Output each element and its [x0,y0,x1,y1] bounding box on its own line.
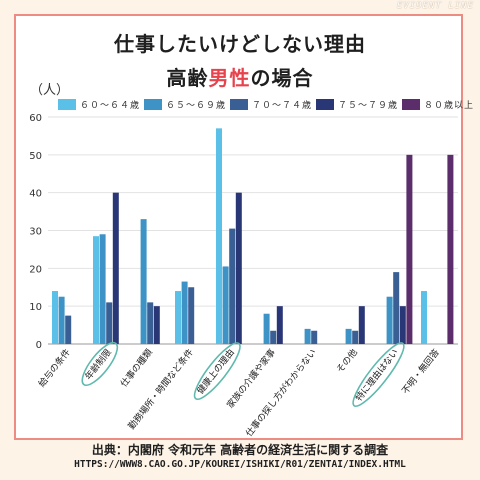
bar [188,287,195,344]
bar [52,291,58,344]
legend-item: ８０歳以上 [402,98,474,112]
bar [386,296,393,344]
bar [229,228,236,344]
highlight-circle [81,341,119,386]
legend-swatch [316,99,334,110]
bar [421,291,427,344]
x-tick-label: 給与の条件 [36,346,73,389]
bar [112,192,119,344]
bar [311,330,318,344]
y-tick-label: 50 [29,151,42,162]
legend-label: ８０歳以上 [424,101,475,111]
x-tick-label: その他 [334,346,360,375]
bar [406,154,413,344]
chart-subtitle: 高齢男性の場合 [0,62,480,91]
legend-item: ７５～７９歳 [316,98,398,112]
y-tick-label: 0 [36,340,42,351]
bar [447,154,454,344]
bar [222,266,229,344]
bar [304,328,311,344]
bar [393,272,400,344]
bar [352,330,359,344]
bar [175,291,181,344]
watermark: EVIDENT LINE [396,1,474,11]
bar [263,313,270,344]
y-tick-label: 40 [29,189,42,200]
y-axis-unit: （人） [30,83,70,98]
x-tick-label: 仕事の探し方がわからない [243,346,319,439]
source-citation: 出典：内閣府 令和元年 高齢者の経済生活に関する調査 [91,443,389,457]
bar [276,306,283,344]
y-tick-label: 30 [29,227,42,238]
bar [140,219,147,344]
bar [58,296,65,344]
bar [153,306,160,344]
chart-title: 仕事したいけどしない理由 [114,32,366,56]
bar [399,306,406,344]
bar [358,306,365,344]
legend-label: ７５～７９歳 [338,101,399,111]
bar [99,234,106,344]
legend-swatch [230,99,248,110]
x-tick-label: 勤務場所・時間など条件 [125,346,195,431]
legend-swatch [144,99,162,110]
x-tick-label: 特に理由はない [353,346,401,403]
x-tick-label: 仕事の種類 [118,346,155,389]
highlight-circle [193,342,241,400]
y-tick-label: 10 [29,302,42,313]
bar [216,128,222,344]
x-tick-label: 不明・無回答 [399,346,442,396]
y-tick-label: 60 [29,113,42,124]
legend-item: ６０～６４歳 [58,98,140,112]
bar [270,330,277,344]
legend-label: ６５～６９歳 [166,101,227,111]
bar [235,192,242,344]
y-tick-label: 20 [29,264,42,275]
legend-label: ６０～６４歳 [80,101,141,111]
legend: ６０～６４歳 ６５～６９歳 ７０～７４歳 ７５～７９歳 ８０歳以上 [58,98,478,112]
bar [106,302,113,344]
bar [345,328,352,344]
source-url: HTTPS://WWW8.CAO.GO.JP/KOUREI/ISHIKI/R01… [74,459,406,470]
subtitle-accent: 男性 [208,66,251,90]
legend-item: ７０～７４歳 [230,98,312,112]
highlight-circle [352,342,405,408]
subtitle-suffix: の場合 [250,66,314,90]
subtitle-prefix: 高齢 [166,66,209,90]
legend-item: ６５～６９歳 [144,98,226,112]
bar [181,281,188,344]
bar [65,315,72,344]
x-tick-label: 健康上の理由 [194,346,237,396]
legend-swatch [58,99,76,110]
bar [93,236,99,344]
legend-swatch [402,99,420,110]
bar [147,302,154,344]
legend-label: ７０～７４歳 [252,101,313,111]
